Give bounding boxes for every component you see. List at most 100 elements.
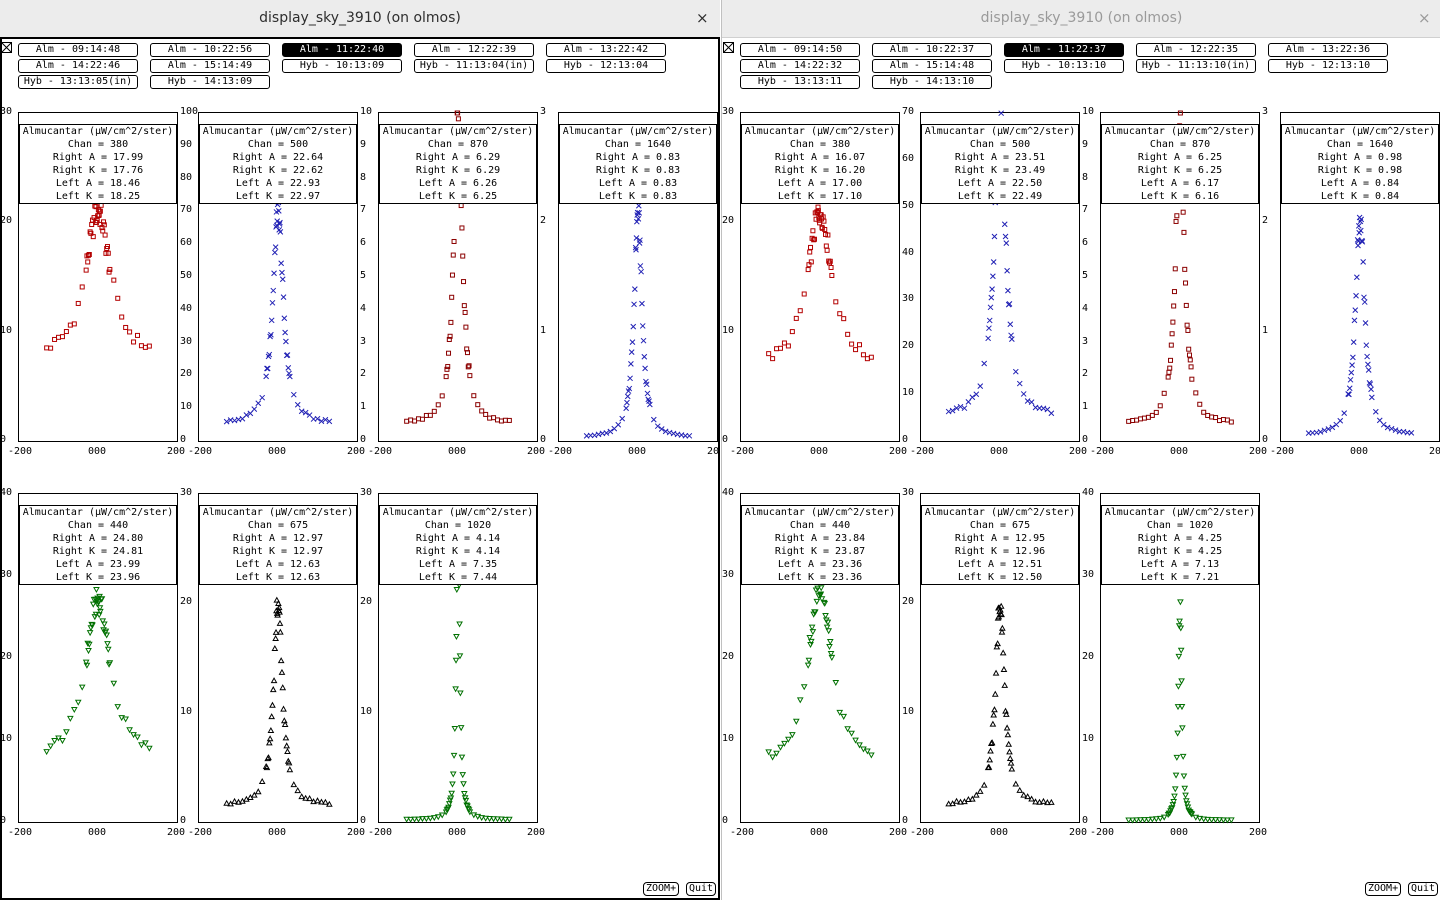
time-button[interactable]: Hyb - 11:13:10(in) (1136, 59, 1256, 73)
data-point (284, 352, 291, 358)
time-button[interactable]: Alm - 10:22:37 (872, 43, 992, 57)
data-point (1353, 292, 1359, 299)
data-point (86, 252, 92, 258)
y-tick-label: 0 (360, 434, 367, 445)
quit-button[interactable]: Quit (686, 882, 717, 896)
data-point (138, 343, 144, 349)
time-button[interactable]: Alm - 10:22:56 (150, 43, 270, 57)
time-button[interactable]: Hyb - 10:13:10 (1004, 59, 1124, 73)
data-point (258, 777, 266, 784)
data-point (826, 643, 833, 650)
legend-line: Almucantar (µW/cm^2/ster) (1104, 126, 1256, 137)
time-button[interactable]: Alm - 15:14:48 (872, 59, 992, 73)
data-point (991, 233, 998, 240)
data-point (810, 228, 816, 234)
time-button[interactable]: Alm - 12:22:39 (414, 43, 534, 57)
time-button[interactable]: Alm - 09:14:48 (18, 43, 138, 57)
y-tick-label: 30 (0, 106, 13, 117)
data-point (988, 739, 996, 746)
data-point (607, 428, 614, 435)
data-point (1048, 798, 1055, 805)
data-point (827, 258, 833, 264)
y-tick-label: 20 (722, 651, 735, 662)
time-button[interactable]: Alm - 14:22:32 (740, 59, 860, 73)
data-point (998, 611, 1005, 618)
legend-line: Left K = 22.97 (235, 191, 321, 202)
legend-line: Chan = 1640 (604, 139, 672, 150)
y-tick-label: 4 (1082, 302, 1089, 314)
data-point (457, 690, 464, 697)
x-tick-label: 200 (889, 446, 908, 457)
almucantar-plot (1100, 493, 1260, 823)
close-icon[interactable]: × (1418, 9, 1431, 27)
data-point (1004, 267, 1010, 274)
data-point (97, 608, 104, 615)
time-button[interactable]: Hyb - 12:13:10 (1268, 59, 1388, 73)
data-point (267, 726, 275, 733)
y-tick-label: 60 (902, 152, 915, 164)
time-button[interactable]: Alm - 11:22:40 (282, 43, 402, 57)
zoom-button[interactable]: ZOOM+ (1365, 882, 1402, 896)
data-point (1001, 681, 1009, 688)
time-button[interactable]: Hyb - 11:13:04(in) (414, 59, 534, 73)
time-button[interactable]: Alm - 13:22:36 (1268, 43, 1388, 57)
data-point (1006, 301, 1013, 307)
close-icon[interactable]: × (696, 9, 709, 27)
data-markers (43, 587, 153, 756)
time-button[interactable]: Alm - 12:22:35 (1136, 43, 1256, 57)
close-box-icon[interactable] (1, 38, 12, 53)
data-point (789, 329, 795, 335)
time-button[interactable]: Hyb - 14:13:09 (150, 75, 270, 89)
data-point (845, 331, 851, 337)
data-point (56, 334, 61, 340)
quit-button[interactable]: Quit (1408, 882, 1439, 896)
data-point (412, 418, 418, 424)
time-button[interactable]: Alm - 11:22:37 (1004, 43, 1124, 57)
data-point (658, 426, 665, 432)
data-point (83, 267, 89, 273)
legend-line: Left K = 23.36 (777, 572, 863, 583)
data-point (1171, 793, 1178, 800)
x-tick-label: 000 (268, 446, 287, 457)
legend-line: Chan = 870 (1149, 139, 1211, 150)
data-point (474, 813, 482, 820)
data-point (769, 754, 776, 761)
data-point (1179, 725, 1186, 732)
data-point (270, 677, 278, 684)
data-point (992, 669, 1000, 676)
data-point (632, 244, 639, 251)
data-point (826, 638, 834, 645)
data-point (619, 415, 626, 422)
legend-line: Almucantar (µW/cm^2/ster) (382, 126, 534, 137)
zoom-button[interactable]: ZOOM+ (643, 882, 680, 896)
data-point (1179, 753, 1187, 760)
data-point (487, 415, 493, 421)
data-point (773, 750, 780, 757)
time-button[interactable]: Alm - 14:22:46 (18, 59, 138, 73)
data-point (1153, 409, 1159, 415)
data-point (44, 345, 50, 351)
data-point (646, 401, 653, 408)
time-button[interactable]: Hyb - 13:13:11 (740, 75, 860, 89)
time-button[interactable]: Alm - 15:14:49 (150, 59, 270, 73)
time-button[interactable]: Alm - 09:14:50 (740, 43, 860, 57)
time-button[interactable]: Alm - 13:22:42 (546, 43, 666, 57)
data-point (126, 727, 133, 734)
y-tick-label: 30 (180, 487, 193, 498)
close-box-icon[interactable] (723, 38, 734, 53)
data-point (1141, 415, 1147, 421)
time-button[interactable]: Hyb - 12:13:04 (546, 59, 666, 73)
data-point (1347, 376, 1354, 383)
data-point (1200, 816, 1208, 823)
data-point (849, 341, 855, 347)
data-point (1174, 213, 1180, 219)
data-point (146, 745, 153, 752)
data-point (662, 428, 669, 435)
time-button[interactable]: Hyb - 14:13:10 (872, 75, 992, 89)
data-point (1357, 227, 1364, 234)
legend-line: Almucantar (µW/cm^2/ster) (22, 126, 174, 137)
time-button[interactable]: Hyb - 10:13:09 (282, 59, 402, 73)
time-button[interactable]: Hyb - 13:13:05(in) (18, 75, 138, 89)
y-tick-label: 100 (180, 106, 199, 117)
data-point (502, 417, 508, 423)
